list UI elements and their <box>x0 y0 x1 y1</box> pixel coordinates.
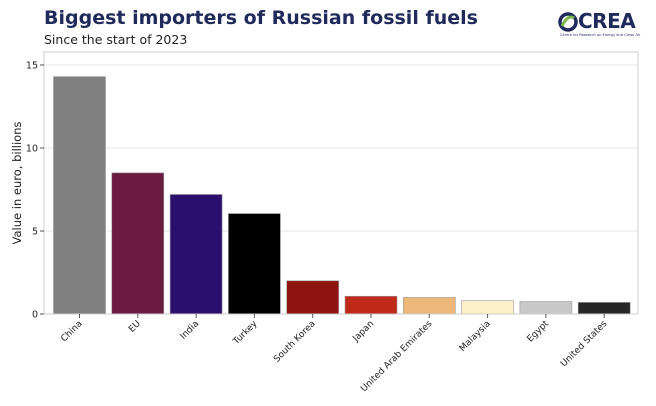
x-tick-label: India <box>179 319 202 342</box>
plot-frame <box>43 51 639 315</box>
x-tick-label: Malaysia <box>458 319 493 354</box>
bar-egypt <box>519 301 573 315</box>
y-tick-label: 15 <box>26 61 38 72</box>
bar-united-states <box>577 302 631 315</box>
x-tick-label: South Korea <box>272 319 318 365</box>
y-axis-ticks: 0 5 10 15 <box>26 61 44 321</box>
x-axis-labels: China EU India Turkey South Korea Japan United… <box>59 314 610 394</box>
crea-logo: CREA Centre for Research on Energy and C… <box>558 9 648 42</box>
y-tick-label: 0 <box>32 310 38 321</box>
x-tick-label: Turkey <box>231 319 260 348</box>
bar-japan <box>344 295 398 315</box>
bar-malaysia <box>461 300 514 315</box>
chart-subtitle: Since the start of 2023 <box>44 32 188 47</box>
bars <box>53 76 631 315</box>
crea-logo-icon <box>558 12 578 32</box>
x-tick-label: China <box>59 319 84 344</box>
bar-china <box>53 76 106 315</box>
bar-india <box>169 194 223 315</box>
y-axis-label: Value in euro, billions <box>10 122 24 245</box>
y-tick-label: 5 <box>32 227 38 238</box>
x-tick-label: United States <box>559 319 609 369</box>
chart-title: Biggest importers of Russian fossil fuel… <box>44 7 478 29</box>
x-tick-label: EU <box>127 319 143 335</box>
crea-logo-subtext: Centre for Research on Energy and Clean … <box>560 33 641 37</box>
bar-united-arab-emirates <box>402 297 456 315</box>
bar-south-korea <box>286 280 340 315</box>
y-tick-label: 10 <box>26 144 38 155</box>
x-tick-label: Egypt <box>526 319 552 345</box>
bar-eu <box>111 172 165 315</box>
x-tick-label: Japan <box>351 319 377 345</box>
bar-turkey <box>228 213 281 315</box>
crea-logo-text: CREA <box>578 9 636 33</box>
